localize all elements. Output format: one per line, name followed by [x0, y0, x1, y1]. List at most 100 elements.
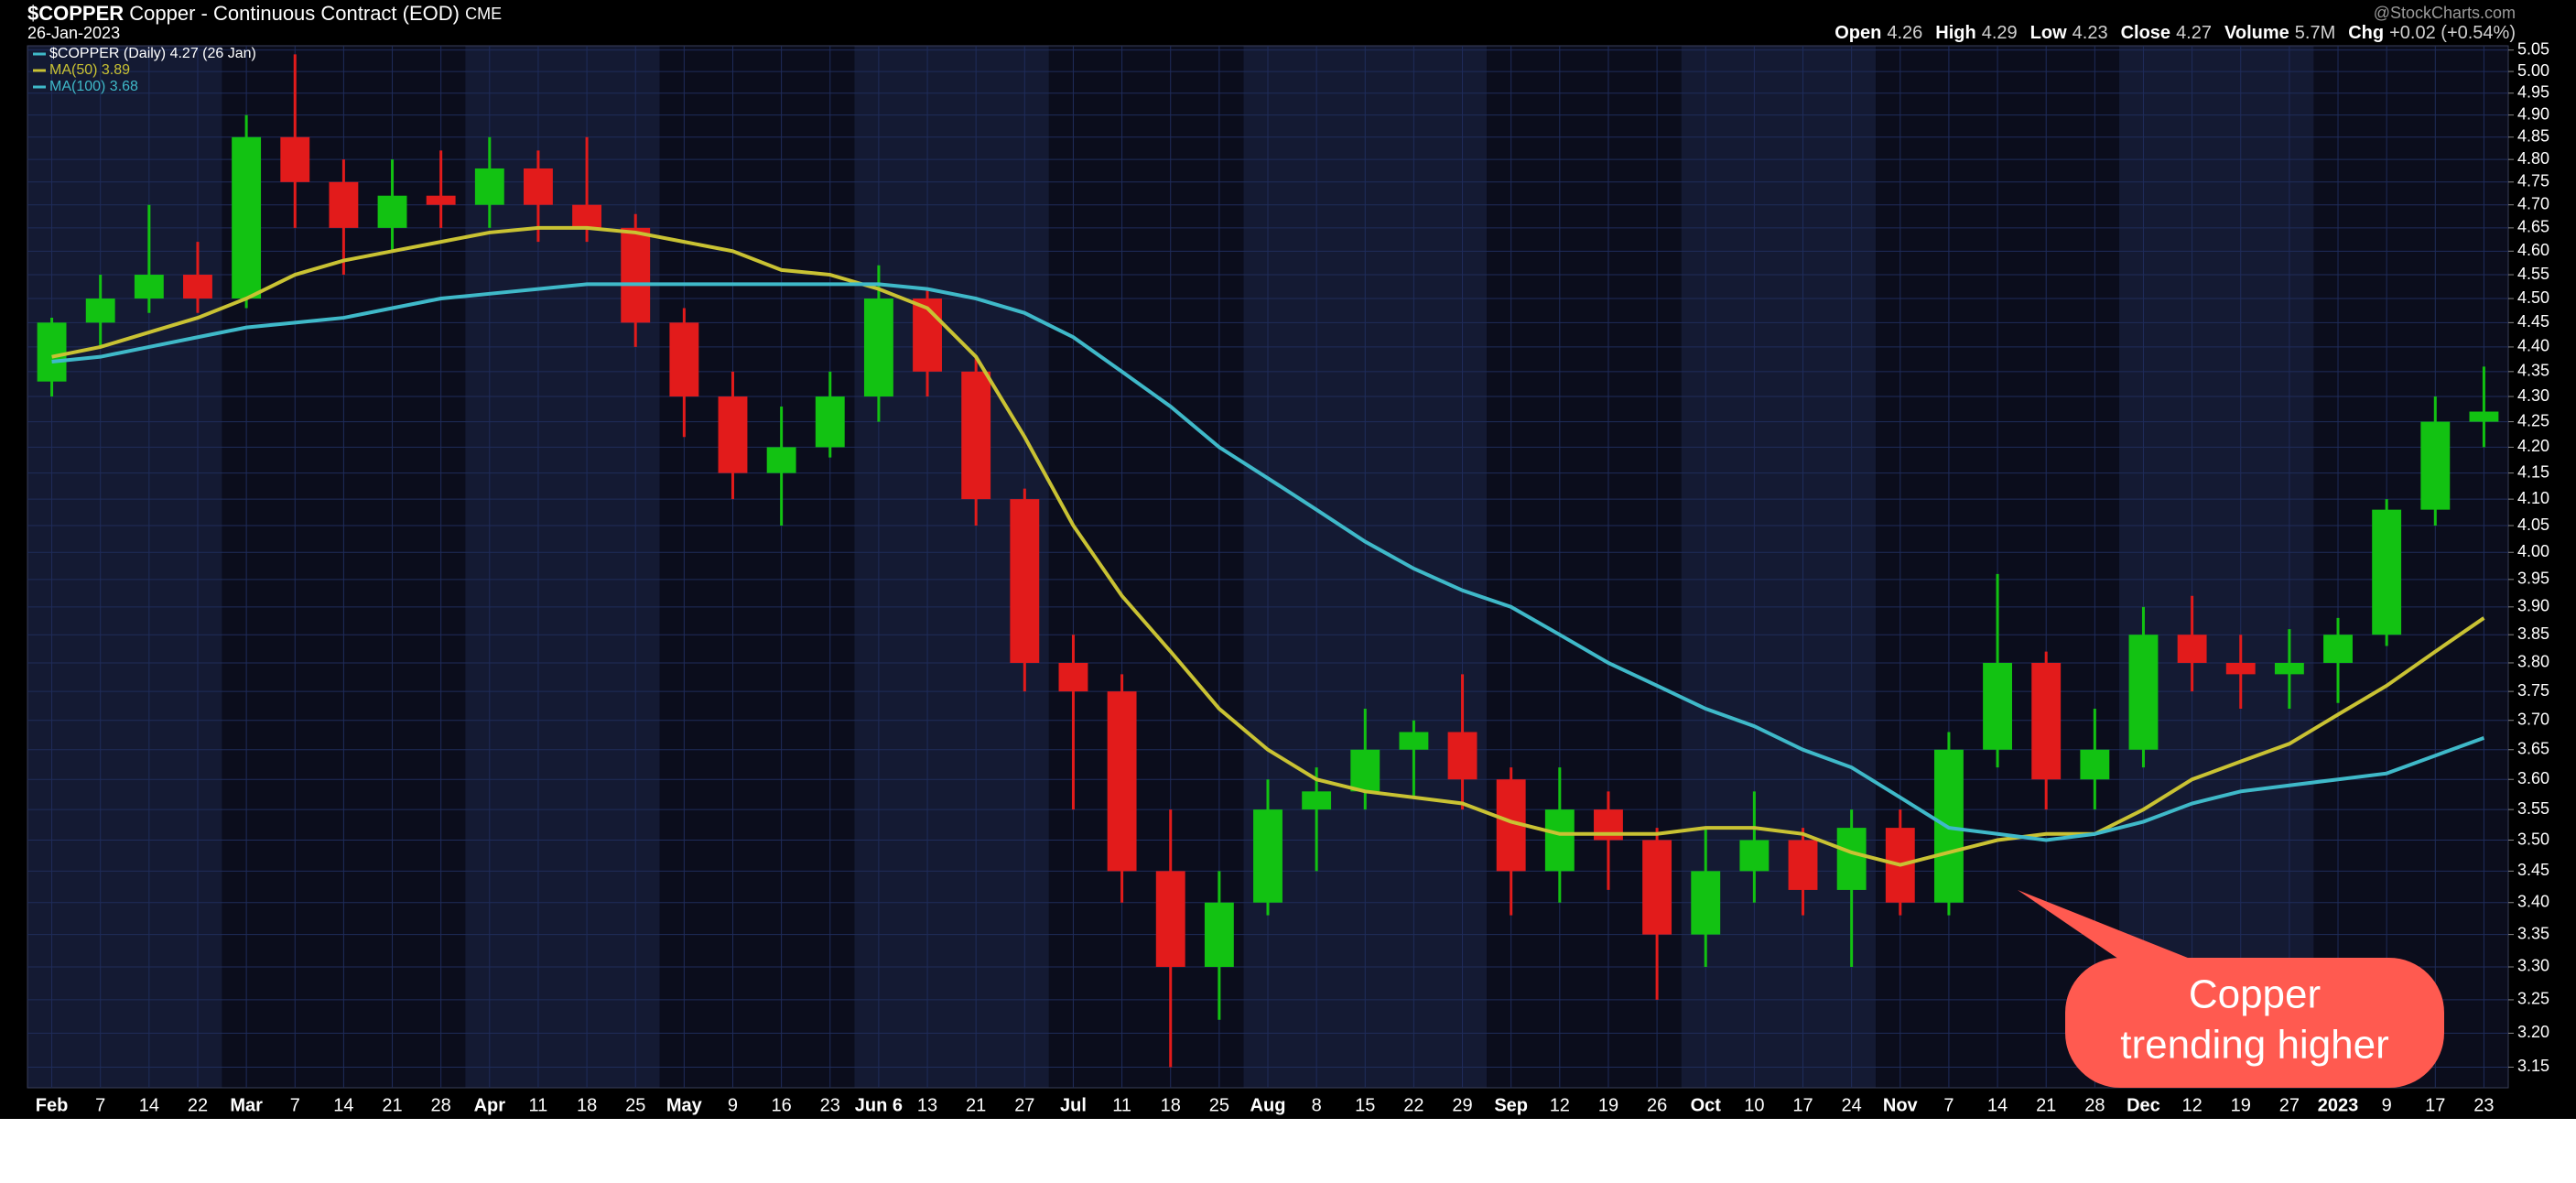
candle-body: [474, 168, 504, 205]
x-tick-label: Feb: [36, 1095, 69, 1115]
x-tick-label: 25: [625, 1095, 645, 1115]
plot: [37, 54, 2499, 1068]
y-tick-label: 3.25: [2517, 990, 2549, 1008]
y-tick-label: 4.30: [2517, 386, 2549, 405]
y-tick-label: 4.65: [2517, 218, 2549, 236]
y-tick-label: 3.95: [2517, 570, 2549, 588]
candle-body: [85, 298, 115, 323]
candle-body: [2372, 509, 2402, 635]
x-tick-label: 14: [139, 1095, 159, 1115]
quote-label: Chg: [2348, 23, 2384, 43]
legend-label: MA(100) 3.68: [49, 79, 138, 94]
candle-body: [718, 396, 748, 473]
x-tick-label: 19: [1598, 1095, 1618, 1115]
axis-labels: 3.15 3.20 3.25 3.30 3.35 3.40 3.45 3.50 3.55 3.60…: [36, 39, 2549, 1115]
quote: Open 4.26 High 4.29 Low 4.23 Close 4.27 Volume 5.…: [1835, 23, 2516, 43]
x-tick-label: 11: [529, 1095, 548, 1115]
candle-body: [1447, 732, 1477, 780]
y-tick-label: 3.60: [2517, 769, 2549, 787]
callout-pointer: [2018, 890, 2215, 969]
x-tick-label: Jul: [1060, 1095, 1087, 1115]
ma-line: [51, 225, 2485, 867]
quote-label: High: [1935, 23, 1975, 43]
quote-value: 4.26: [1887, 23, 1922, 43]
candle-body: [1253, 809, 1283, 903]
y-tick-label: 3.30: [2517, 957, 2549, 975]
candle-body: [2225, 662, 2256, 675]
candle-body: [377, 195, 407, 228]
quote-value: 4.29: [1982, 23, 2018, 43]
candle-body: [1739, 840, 1770, 872]
candle-body: [2274, 662, 2304, 675]
candle-body: [1836, 828, 1867, 890]
x-tick-label: 7: [1943, 1095, 1954, 1115]
candle-body: [1691, 871, 1721, 935]
candle-body: [524, 168, 553, 205]
x-tick-label: 2023: [2318, 1095, 2359, 1115]
x-tick-label: 28: [431, 1095, 451, 1115]
y-tick-label: 3.35: [2517, 924, 2549, 942]
y-tick-label: 4.45: [2517, 312, 2549, 331]
candle-body: [134, 275, 164, 299]
y-tick-label: 4.35: [2517, 362, 2549, 380]
y-tick-label: 4.90: [2517, 104, 2549, 123]
annotation-text: Copper: [2189, 972, 2321, 1017]
chart-subtitle: Copper - Continuous Contract (EOD): [129, 2, 460, 25]
quote-label: Low: [2030, 23, 2067, 43]
x-tick-label: 7: [290, 1095, 300, 1115]
y-tick-label: 4.10: [2517, 489, 2549, 507]
quote-value: +0.02 (+0.54%): [2389, 23, 2516, 43]
candle-body: [1107, 691, 1137, 872]
candle-body: [1399, 732, 1429, 750]
y-tick-label: 4.40: [2517, 337, 2549, 355]
quote-value: 4.27: [2176, 23, 2212, 43]
x-tick-label: 17: [2425, 1095, 2445, 1115]
y-tick-label: 4.50: [2517, 288, 2549, 307]
quote-value: 5.7M: [2295, 23, 2335, 43]
candle-body: [2080, 749, 2110, 780]
x-tick-label: Oct: [1691, 1095, 1722, 1115]
y-tick-label: 4.80: [2517, 149, 2549, 168]
x-tick-label: 16: [772, 1095, 792, 1115]
y-tick-label: 3.55: [2517, 799, 2549, 818]
x-tick-label: 18: [1161, 1095, 1181, 1115]
x-tick-label: 25: [1209, 1095, 1229, 1115]
y-tick-label: 5.05: [2517, 39, 2549, 58]
y-tick-label: 4.95: [2517, 82, 2549, 101]
candle-body: [280, 136, 310, 182]
x-tick-label: 11: [1112, 1095, 1131, 1115]
candle-body: [2323, 635, 2353, 663]
y-tick-label: 3.65: [2517, 739, 2549, 757]
y-tick-label: 4.60: [2517, 241, 2549, 259]
x-tick-label: 15: [1355, 1095, 1375, 1115]
x-tick-label: 27: [2279, 1095, 2300, 1115]
legend: $COPPER (Daily) 4.27 (26 Jan)MA(50) 3.89…: [33, 46, 256, 94]
candle-body: [2177, 635, 2207, 663]
legend-label: MA(50) 3.89: [49, 62, 130, 78]
x-tick-label: Mar: [230, 1095, 263, 1115]
header: $COPPER Copper - Continuous Contract (EO…: [27, 2, 502, 25]
x-tick-label: 22: [1403, 1095, 1423, 1115]
annotation: Copper trending higher: [2018, 890, 2444, 1088]
y-tick-label: 3.70: [2517, 710, 2549, 728]
x-tick-label: 10: [1744, 1095, 1764, 1115]
candle-body: [183, 275, 212, 299]
candle-body: [863, 298, 893, 397]
candle-body: [1058, 662, 1088, 692]
quote-label: Close: [2121, 23, 2170, 43]
quote-label: Open: [1835, 23, 1881, 43]
date: 26-Jan-2023: [27, 24, 120, 42]
x-tick-label: 13: [917, 1095, 937, 1115]
y-tick-label: 4.15: [2517, 462, 2549, 481]
candle-body: [621, 227, 651, 323]
watermark: @StockCharts.com: [2374, 4, 2516, 22]
candle-body: [2031, 662, 2062, 780]
y-tick-label: 4.70: [2517, 194, 2549, 212]
x-tick-label: 14: [333, 1095, 353, 1115]
month-bands: [27, 45, 2509, 1089]
annotation-text: trending higher: [2120, 1023, 2389, 1068]
y-tick-label: 4.85: [2517, 127, 2549, 146]
candle-body: [1350, 749, 1380, 792]
x-tick-label: 26: [1647, 1095, 1667, 1115]
